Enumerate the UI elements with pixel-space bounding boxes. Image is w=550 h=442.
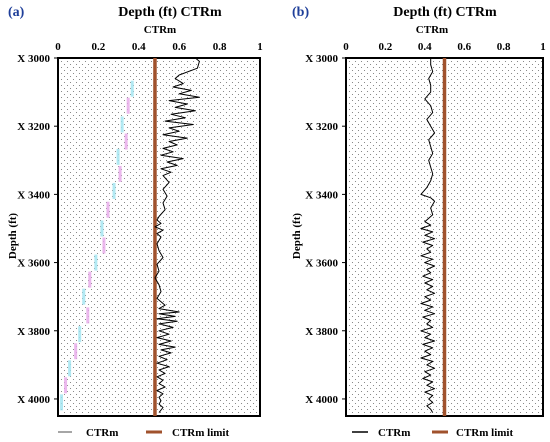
panel-a-y-tick-label: X 4000	[17, 394, 50, 406]
panel-b-y-tick-label: X 4000	[305, 394, 338, 406]
panel-a-speckle-mark	[130, 80, 134, 97]
panel-b: (b) Depth (ft) CTRm CTRm Depth (ft) 0 0.2…	[291, 5, 546, 439]
panel-b-x-tick-label: 0.8	[497, 41, 511, 53]
panel-a-y-tick-label: X 3400	[17, 189, 50, 201]
panel-b-ylabel: Depth (ft)	[291, 213, 303, 259]
panel-b-letter: (b)	[292, 5, 309, 20]
panel-b-x-tick-label: 0.2	[379, 41, 393, 53]
panel-b-y-tick-label: X 3600	[305, 258, 338, 270]
panel-a-y-tick-label: X 3600	[17, 258, 50, 270]
panel-a-speckle-mark	[106, 201, 110, 218]
panel-a-y-tick-label: X 3200	[17, 121, 50, 133]
panel-b-y-tick-label: X 3200	[305, 121, 338, 133]
panel-a-legend-limit-label: CTRm limit	[172, 427, 229, 439]
panel-b-x-tick-label: 0.6	[457, 41, 471, 53]
panel-a-x-tick-label: 0.6	[172, 41, 186, 53]
panel-b-xlabel: CTRm	[416, 24, 448, 36]
panel-b-legend-limit-label: CTRm limit	[456, 427, 513, 439]
panel-b-y-tick-label: X 3800	[305, 326, 338, 338]
panel-a-speckle-mark	[94, 254, 98, 271]
panel-a-speckle-mark	[124, 133, 128, 150]
panel-a-speckle-mark	[116, 148, 120, 165]
panel-b-title: Depth (ft) CTRm	[393, 5, 497, 20]
panel-a-speckle-mark	[86, 307, 90, 324]
panel-a-speckle-mark	[68, 360, 72, 377]
panel-a-speckle-mark	[74, 343, 78, 360]
panel-a-letter: (a)	[8, 5, 25, 20]
panel-a-speckle-mark	[120, 116, 124, 133]
panel-a-x-tick-label: 0.8	[213, 41, 227, 53]
panel-a-y-tick-label: X 3800	[17, 326, 50, 338]
panel-b-y-tick-label: X 3000	[305, 53, 338, 65]
panel-b-x-tick-label: 0	[343, 41, 349, 53]
panel-a-title: Depth (ft) CTRm	[118, 5, 222, 20]
panel-a-x-tick-label: 0.4	[132, 41, 146, 53]
panel-b-legend-ctrm-label: CTRm	[378, 427, 410, 439]
panel-b-x-tick-label: 0.4	[418, 41, 432, 53]
panel-b-ctrm-series-line	[420, 58, 436, 413]
panel-a: (a) Depth (ft) CTRm CTRm Depth (ft) 0 0.2…	[7, 5, 263, 439]
panel-b-y-tick-label: X 3400	[305, 189, 338, 201]
panel-a-speckle-mark	[60, 394, 64, 411]
panel-a-speckle-mark	[78, 326, 82, 343]
panel-b-x-tick-label: 1	[540, 41, 546, 53]
panel-a-ylabel: Depth (ft)	[7, 213, 19, 259]
panel-a-speckle-mark	[100, 220, 104, 237]
panel-a-speckle-mark	[102, 237, 106, 254]
panel-a-speckle-mark	[82, 288, 86, 305]
panel-a-legend-ctrm-label: CTRm	[86, 427, 118, 439]
panel-a-speckle-mark	[126, 97, 130, 114]
panel-a-x-tick-label: 1	[257, 41, 263, 53]
panel-a-y-tick-label: X 3000	[17, 53, 50, 65]
panel-a-x-tick-label: 0	[55, 41, 61, 53]
panel-a-speckle-mark	[64, 377, 68, 394]
panel-a-speckle-mark	[118, 165, 122, 182]
panel-a-speckle-mark	[88, 271, 92, 288]
panel-a-speckle-mark	[112, 182, 116, 199]
panel-a-xlabel: CTRm	[144, 24, 176, 36]
panel-a-ctrm-series-line	[154, 57, 200, 413]
panel-a-x-tick-label: 0.2	[92, 41, 106, 53]
